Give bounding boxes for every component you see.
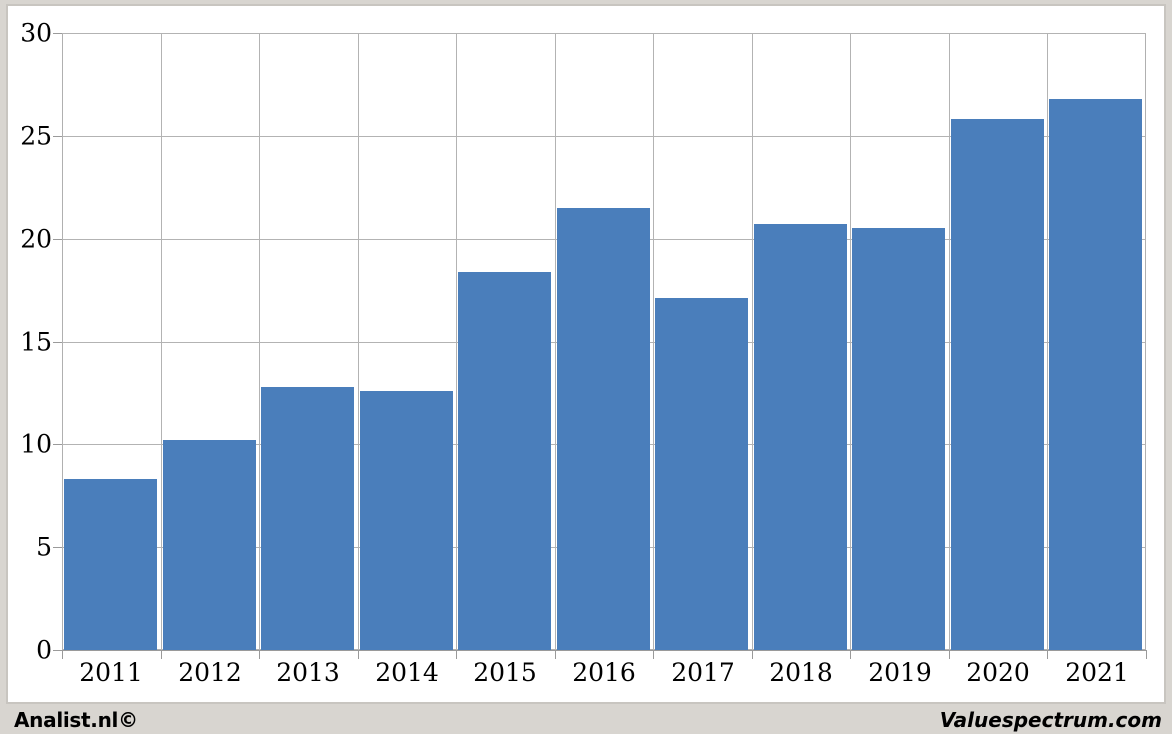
x-tick-mark [62, 650, 63, 659]
y-tick-mark [53, 239, 62, 240]
bar-2019 [852, 228, 945, 650]
gridline-vertical [752, 33, 753, 650]
bar-2012 [163, 440, 256, 650]
y-tick-mark [53, 444, 62, 445]
x-tick-label-2016: 2016 [572, 658, 636, 687]
bar-2015 [458, 272, 551, 650]
y-tick-mark [53, 650, 62, 651]
y-tick-label: 0 [36, 635, 52, 665]
x-tick-mark [1146, 650, 1147, 659]
y-tick-mark [53, 342, 62, 343]
bar-2021 [1049, 99, 1142, 650]
gridline-vertical [456, 33, 457, 650]
gridline-vertical [1047, 33, 1048, 650]
gridline-horizontal [62, 33, 1146, 34]
x-tick-label-2012: 2012 [178, 658, 242, 687]
gridline-vertical [358, 33, 359, 650]
x-tick-mark [555, 650, 556, 659]
analist-credit: Analist.nl© [14, 708, 138, 732]
bar-2020 [951, 119, 1044, 650]
x-tick-label-2014: 2014 [375, 658, 439, 687]
x-tick-mark [653, 650, 654, 659]
x-tick-mark [456, 650, 457, 659]
bar-2011 [64, 479, 157, 650]
y-tick-label: 30 [20, 18, 52, 48]
bar-2017 [655, 298, 748, 650]
gridline-vertical [653, 33, 654, 650]
bar-2018 [754, 224, 847, 650]
x-tick-label-2017: 2017 [671, 658, 735, 687]
x-tick-mark [850, 650, 851, 659]
y-tick-label: 10 [20, 429, 52, 459]
x-tick-label-2019: 2019 [868, 658, 932, 687]
x-tick-label-2021: 2021 [1065, 658, 1129, 687]
x-tick-mark [161, 650, 162, 659]
y-tick-mark [53, 136, 62, 137]
y-tick-label: 25 [20, 121, 52, 151]
gridline-horizontal [62, 135, 1146, 137]
x-tick-label-2015: 2015 [473, 658, 537, 687]
gridline-vertical [259, 33, 260, 650]
y-tick-mark [53, 547, 62, 548]
y-tick-label: 5 [36, 532, 52, 562]
x-tick-mark [259, 650, 260, 659]
y-tick-label: 15 [20, 327, 52, 356]
gridline-vertical [850, 33, 851, 650]
x-tick-label-2013: 2013 [276, 658, 340, 687]
valuespectrum-credit: Valuespectrum.com [939, 708, 1162, 732]
x-tick-label-2020: 2020 [966, 658, 1030, 687]
footer-bar: Analist.nl© Valuespectrum.com [0, 706, 1172, 734]
x-tick-mark [358, 650, 359, 659]
x-tick-label-2018: 2018 [769, 658, 833, 687]
gridline-vertical [161, 33, 162, 650]
gridline-vertical [949, 33, 950, 650]
x-tick-mark [1047, 650, 1048, 659]
bar-2014 [360, 391, 453, 650]
x-axis-line [62, 650, 1147, 651]
bar-2016 [557, 208, 650, 650]
y-tick-mark [53, 33, 62, 34]
gridline-vertical [555, 33, 556, 650]
x-tick-label-2011: 2011 [79, 658, 143, 687]
x-tick-mark [949, 650, 950, 659]
bar-2013 [261, 387, 354, 650]
y-tick-label: 20 [20, 224, 52, 254]
x-tick-mark [752, 650, 753, 659]
